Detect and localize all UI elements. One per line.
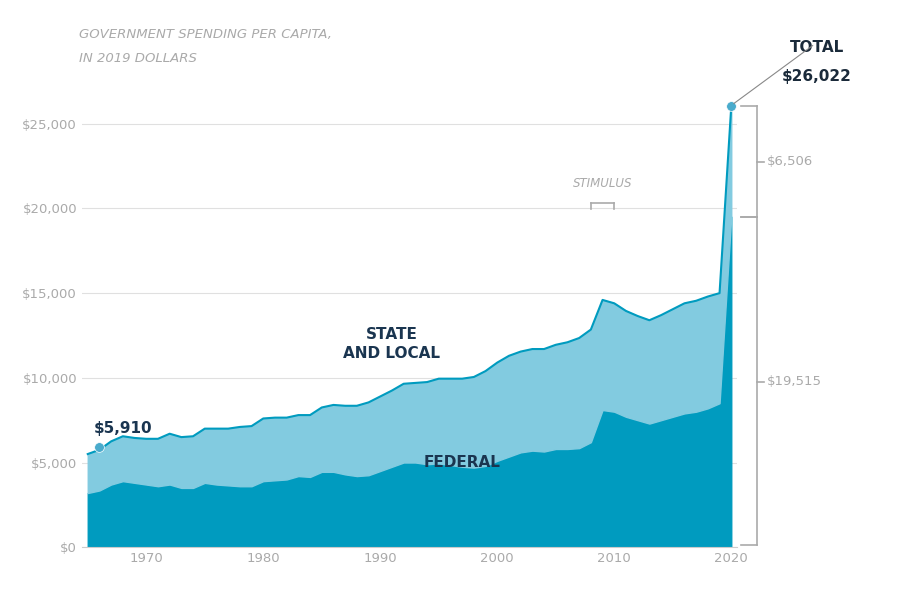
Text: FEDERAL: FEDERAL (424, 455, 500, 470)
Text: STIMULUS: STIMULUS (572, 177, 632, 190)
Text: STATE
AND LOCAL: STATE AND LOCAL (343, 326, 440, 361)
Text: $5,910: $5,910 (94, 421, 152, 436)
Text: $6,506: $6,506 (767, 155, 814, 168)
Text: $19,515: $19,515 (767, 375, 822, 389)
Text: IN 2019 DOLLARS: IN 2019 DOLLARS (78, 52, 197, 64)
Text: TOTAL: TOTAL (790, 40, 844, 55)
Text: GOVERNMENT SPENDING PER CAPITA,: GOVERNMENT SPENDING PER CAPITA, (78, 28, 331, 41)
Text: $26,022: $26,022 (783, 69, 852, 84)
